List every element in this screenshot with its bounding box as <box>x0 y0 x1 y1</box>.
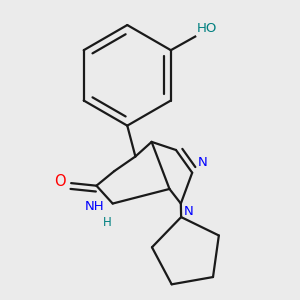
Text: HO: HO <box>197 22 217 35</box>
Text: N: N <box>198 156 208 169</box>
Text: O: O <box>54 174 65 189</box>
Text: NH: NH <box>85 200 105 213</box>
Text: N: N <box>184 205 194 218</box>
Text: H: H <box>103 216 111 229</box>
